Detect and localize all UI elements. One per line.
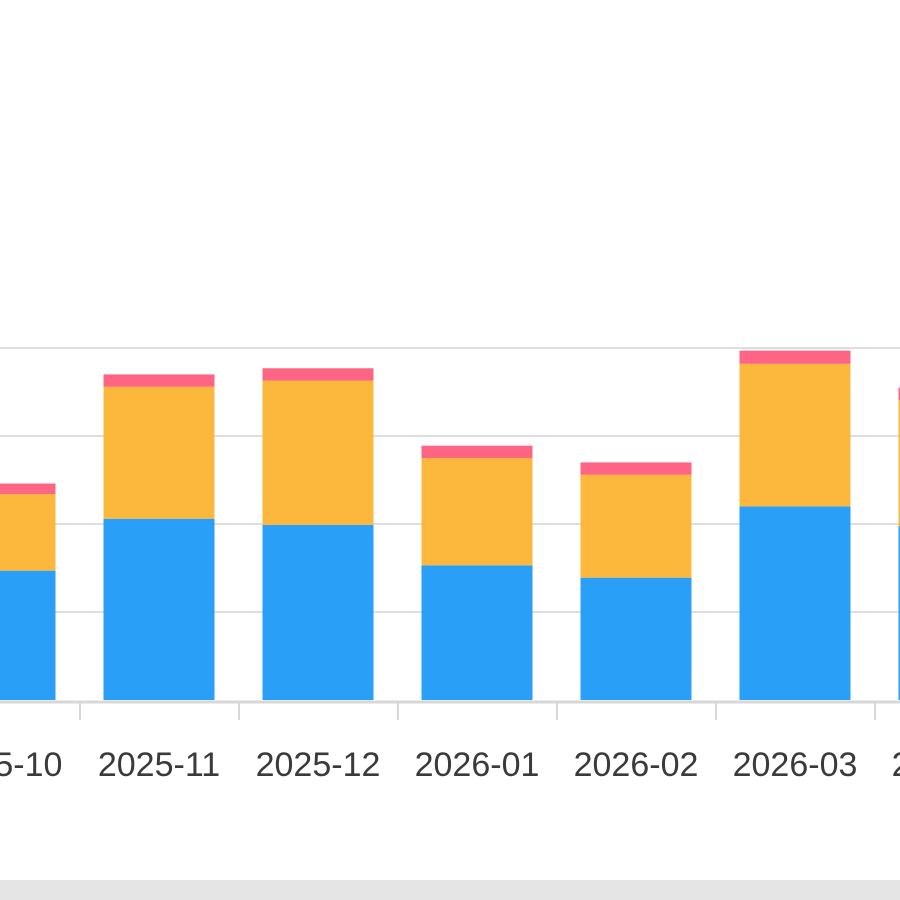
horizontal-scrollbar[interactable] — [0, 880, 900, 900]
bar-segment-series-1 — [421, 565, 533, 700]
x-tick-label: 2025-12 — [256, 746, 381, 784]
bar-stack — [103, 374, 215, 700]
bar-segment-series-3 — [103, 374, 215, 387]
bar-stack — [739, 350, 851, 700]
bar-segment-series-2 — [103, 386, 215, 519]
bar-stack — [0, 483, 56, 700]
bar-stack — [421, 445, 533, 700]
bar-segment-series-1 — [0, 570, 56, 700]
bar-segment-series-1 — [262, 524, 374, 700]
bar-segment-series-1 — [898, 525, 900, 700]
x-tick-label: 2026-04 — [892, 746, 900, 784]
bar-segment-series-2 — [739, 363, 851, 507]
bar-segment-series-2 — [580, 474, 692, 578]
chart-area: 2025-10 2025-11 2025-12 2026-01 2026-02 2026-… — [0, 347, 900, 784]
bar-segment-series-3 — [421, 445, 533, 458]
x-tick-label: 2025-10 — [0, 746, 62, 784]
bar-segment-series-3 — [580, 462, 692, 475]
bar-segment-series-1 — [739, 506, 851, 700]
bar-segment-series-3 — [739, 350, 851, 364]
x-axis: 2025-10 2025-11 2025-12 2026-01 2026-02 2026-… — [0, 700, 900, 784]
bar-segment-series-2 — [898, 399, 900, 526]
x-tick-label: 2026-03 — [733, 746, 858, 784]
x-tick-label: 2026-02 — [574, 746, 699, 784]
x-tick-label: 2026-01 — [415, 746, 540, 784]
bar-segment-series-2 — [0, 494, 56, 571]
bar-segment-series-3 — [262, 368, 374, 381]
x-tick-label: 2025-11 — [98, 746, 220, 784]
bar-stack — [580, 462, 692, 700]
bar-stack — [262, 368, 374, 700]
bar-segment-series-2 — [262, 380, 374, 525]
bars — [0, 350, 900, 700]
bar-segment-series-1 — [580, 577, 692, 700]
bar-stack — [898, 387, 900, 700]
bar-segment-series-3 — [0, 483, 56, 495]
bar-segment-series-1 — [103, 518, 215, 700]
stacked-bar-chart: 2025-10 2025-11 2025-12 2026-01 2026-02 2026-… — [0, 347, 900, 784]
bar-segment-series-3 — [898, 387, 900, 400]
bar-segment-series-2 — [421, 458, 533, 566]
